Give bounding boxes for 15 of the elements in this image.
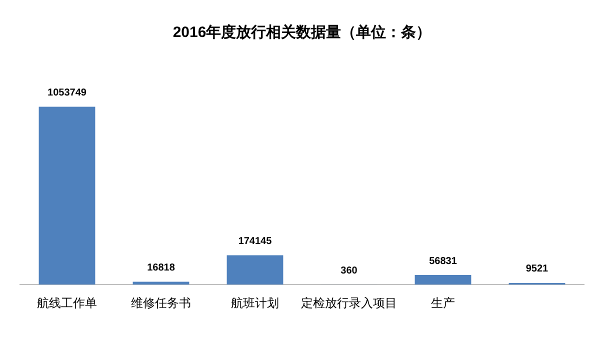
x-tick-label: 生产 [431, 296, 455, 310]
x-tick-label: 航班计划 [231, 296, 279, 310]
data-label: 16818 [147, 262, 176, 274]
chart-title: 2016年度放行相关数据量（单位：条） [172, 23, 432, 42]
data-label: 360 [340, 265, 358, 276]
x-tick-label: 航线工作单 [37, 296, 97, 310]
x-tick-label: 维修任务书 [131, 296, 191, 310]
data-label: 56831 [429, 256, 458, 267]
data-label: 1053749 [48, 87, 87, 98]
data-label: 174145 [238, 236, 272, 247]
bar [414, 275, 472, 285]
x-tick-label: 定检放行录入项目 [301, 296, 397, 310]
bar [226, 255, 284, 285]
bar [38, 106, 96, 285]
data-label: 9521 [526, 264, 549, 275]
